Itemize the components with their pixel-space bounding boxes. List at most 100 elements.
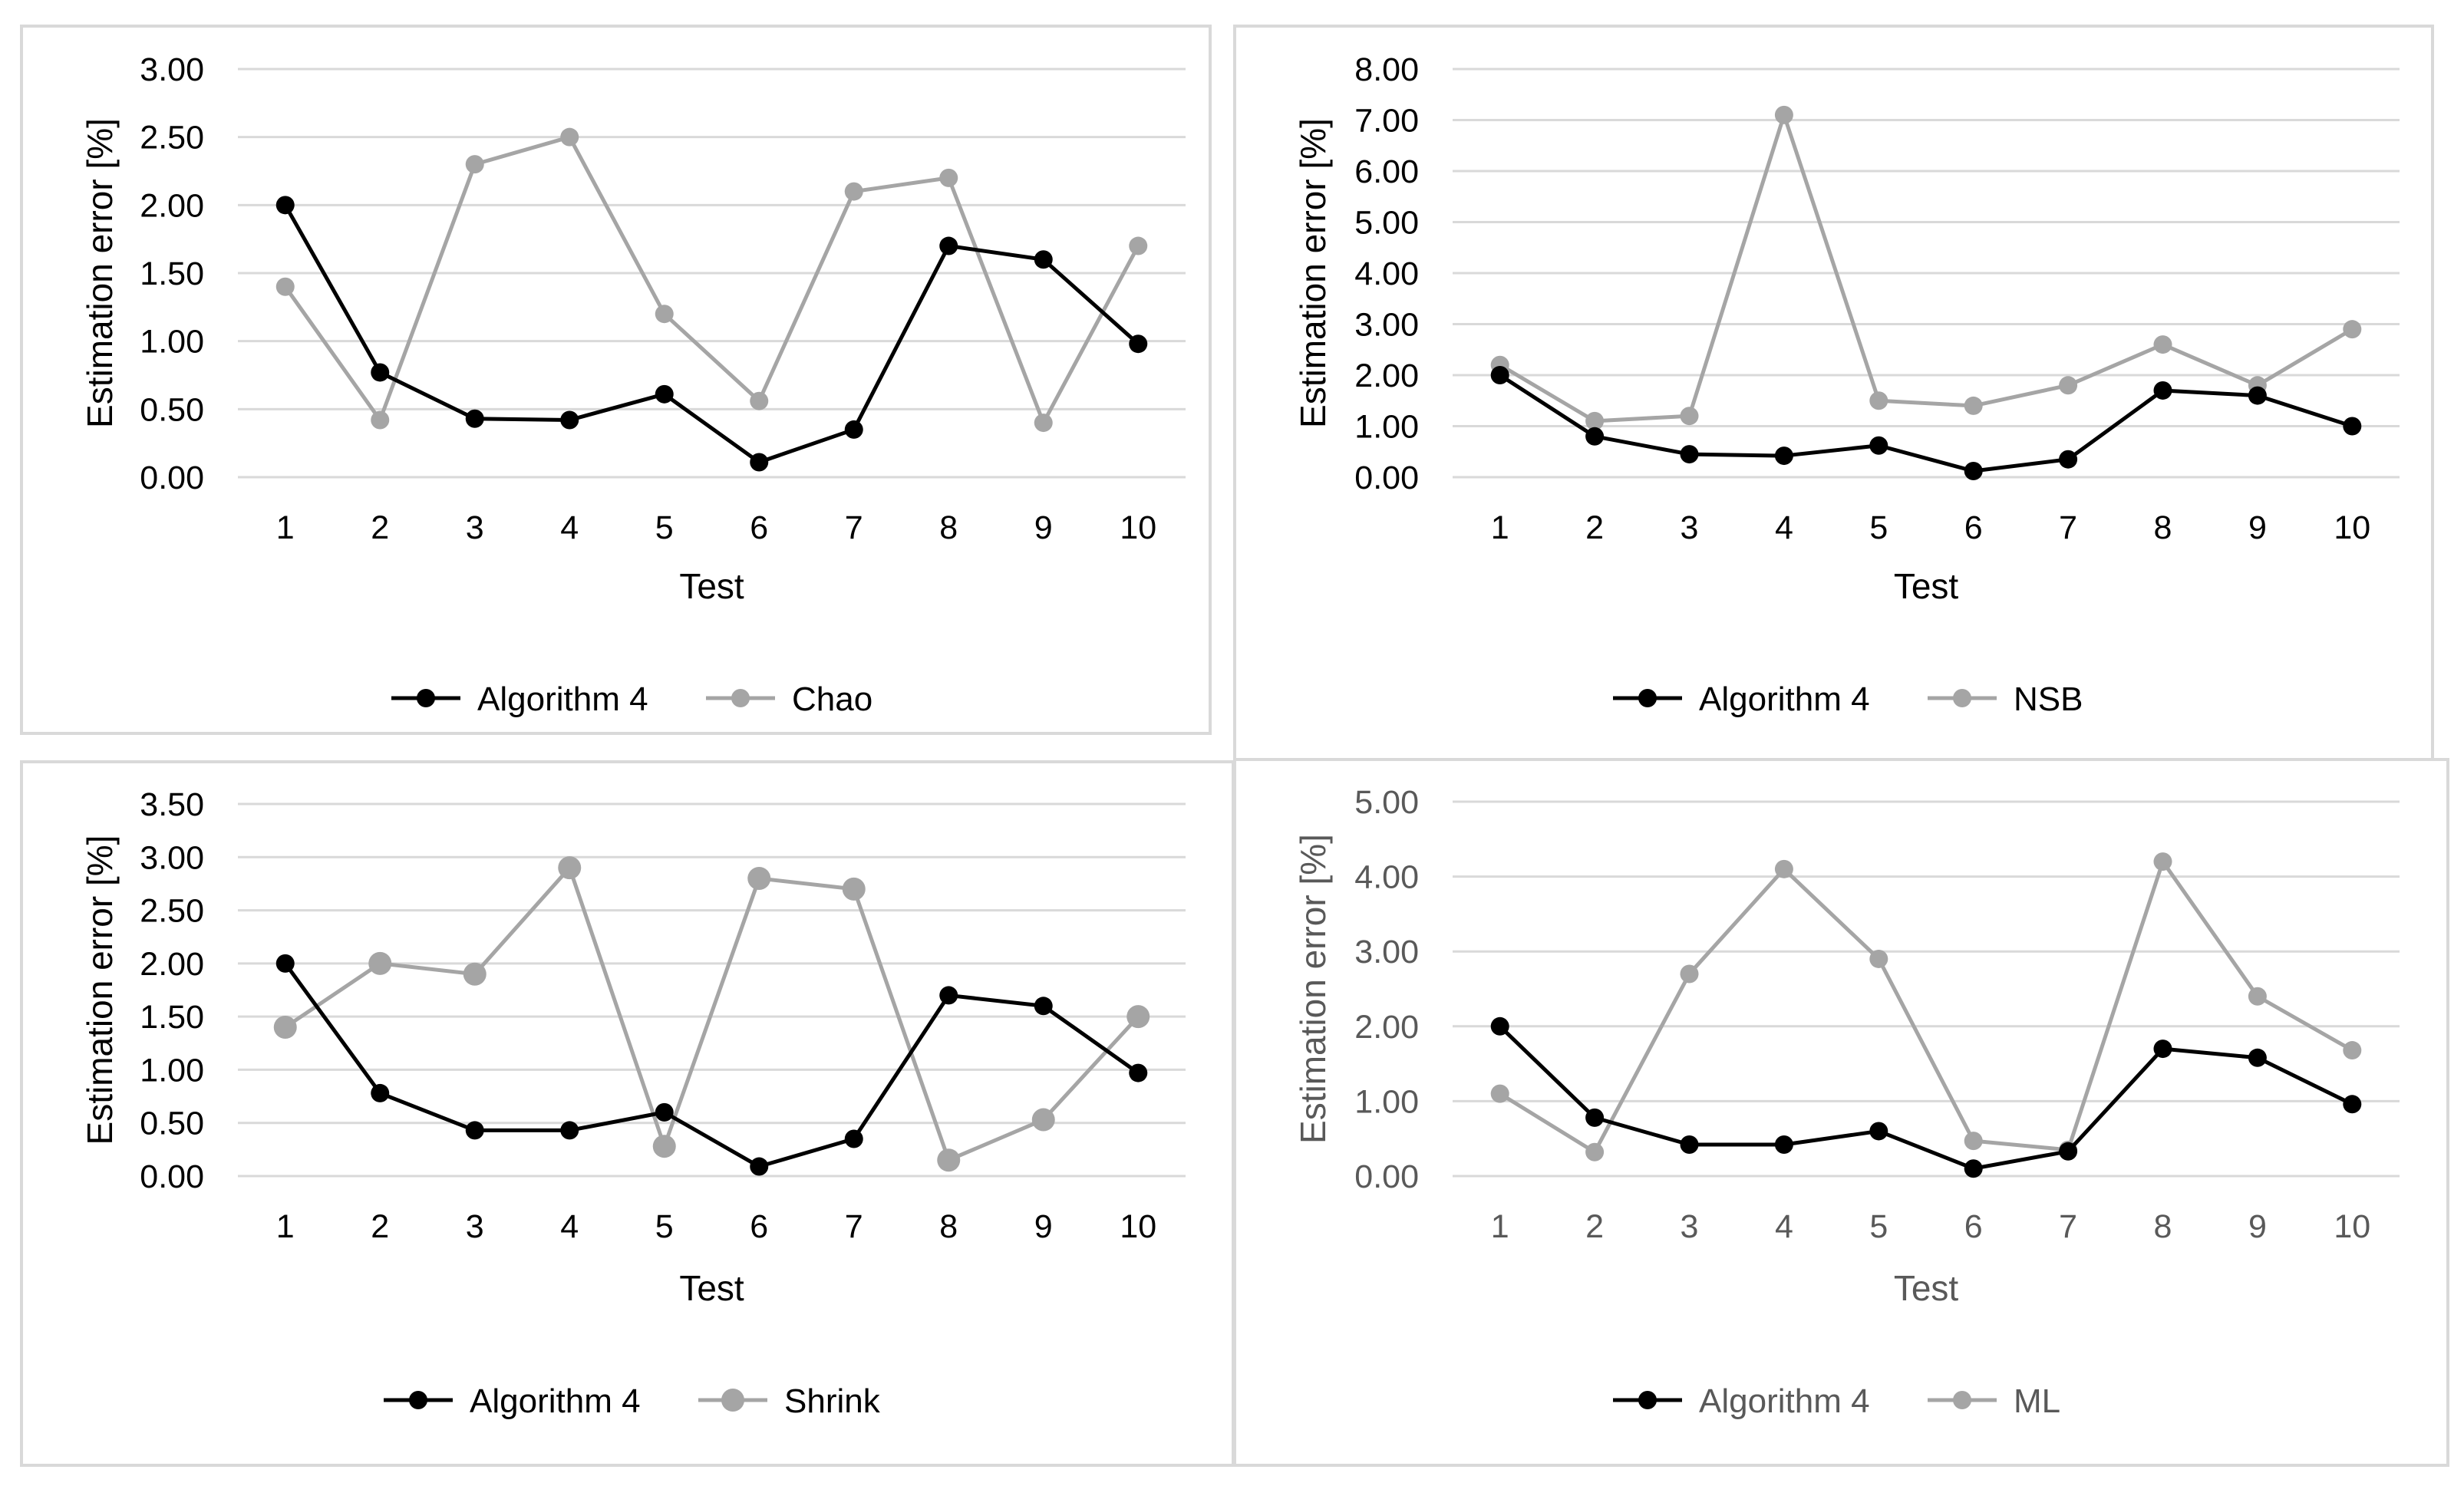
- x-tick-label: 7: [2059, 1208, 2077, 1245]
- data-point: [2343, 320, 2362, 339]
- x-tick-label: 1: [276, 1208, 295, 1245]
- x-axis-title: Test: [679, 1268, 744, 1308]
- x-tick-label: 4: [1775, 509, 1793, 546]
- data-point: [750, 453, 769, 472]
- x-tick-label: 7: [2059, 509, 2077, 546]
- x-tick-label: 3: [466, 1208, 484, 1245]
- data-point: [750, 1157, 769, 1176]
- legend-label: Algorithm 4: [470, 1382, 641, 1420]
- y-tick-label: 5.00: [1354, 784, 1419, 821]
- y-tick-label: 3.50: [140, 786, 204, 823]
- y-tick-label: 1.00: [1354, 1083, 1419, 1120]
- data-point: [844, 420, 863, 439]
- data-point: [560, 1121, 579, 1140]
- series-algorithm-4: [1490, 366, 2362, 481]
- series-ml: [1490, 852, 2362, 1161]
- y-tick-label: 2.50: [140, 893, 204, 930]
- x-tick-label: 1: [276, 509, 295, 546]
- x-tick-label: 2: [1585, 1208, 1604, 1245]
- x-tick-label: 9: [2248, 509, 2267, 546]
- data-point: [1585, 1108, 1605, 1127]
- data-point: [2343, 1041, 2362, 1060]
- y-axis-title: Estimation error [%]: [80, 835, 120, 1145]
- legend-marker: [731, 689, 750, 707]
- series-line: [1499, 113, 2353, 423]
- series-chao: [275, 127, 1148, 433]
- data-point: [2059, 1142, 2078, 1161]
- data-point: [655, 1102, 674, 1122]
- legend-item: NSB: [1928, 680, 2083, 718]
- legend-marker: [409, 1391, 427, 1409]
- legend-item: ML: [1928, 1382, 2060, 1420]
- data-point: [1680, 407, 1699, 426]
- legend-item: Algorithm 4: [384, 1382, 641, 1420]
- data-point: [275, 954, 295, 973]
- y-tick-label: 2.00: [140, 946, 204, 983]
- data-point: [371, 363, 390, 382]
- data-point: [844, 1129, 863, 1148]
- legend-marker: [721, 1389, 744, 1412]
- legend-item: Algorithm 4: [391, 680, 648, 718]
- series-line: [1499, 859, 2353, 1155]
- data-point: [560, 127, 579, 147]
- data-point: [1869, 1122, 1888, 1141]
- series-shrink: [273, 856, 1150, 1172]
- y-tick-label: 2.50: [140, 120, 204, 157]
- data-point: [2248, 1048, 2267, 1067]
- data-point: [463, 962, 487, 986]
- x-tick-label: 10: [1120, 1208, 1156, 1245]
- y-tick-label: 3.00: [140, 51, 204, 88]
- data-point: [2153, 1040, 2172, 1059]
- data-point: [1869, 391, 1888, 410]
- data-point: [2343, 1095, 2362, 1114]
- y-tick-label: 4.00: [1354, 255, 1419, 292]
- panel-frame: [20, 25, 1212, 735]
- y-tick-label: 0.00: [140, 1158, 204, 1195]
- x-tick-label: 10: [1120, 509, 1156, 546]
- data-point: [1964, 462, 1983, 481]
- y-axis-title: Estimation error [%]: [1293, 834, 1333, 1144]
- legend-marker: [417, 689, 435, 707]
- data-point: [2248, 987, 2267, 1006]
- y-tick-label: 1.00: [140, 1052, 204, 1089]
- x-tick-label: 8: [939, 1208, 958, 1245]
- y-tick-label: 2.00: [140, 187, 204, 224]
- data-point: [1964, 1132, 1983, 1151]
- y-tick-label: 0.50: [140, 391, 204, 428]
- x-tick-label: 4: [560, 509, 579, 546]
- y-tick-label: 2.00: [1354, 357, 1419, 394]
- series-algorithm-4: [275, 954, 1148, 1176]
- x-tick-label: 10: [2334, 509, 2370, 546]
- y-axis-title: Estimation error [%]: [80, 118, 120, 428]
- legend-marker: [1638, 689, 1657, 707]
- x-tick-label: 6: [1964, 1208, 1983, 1245]
- x-tick-label: 4: [1775, 1208, 1793, 1245]
- data-point: [1585, 1142, 1605, 1161]
- y-tick-label: 1.00: [140, 324, 204, 361]
- y-tick-label: 1.50: [140, 255, 204, 292]
- y-tick-label: 2.00: [1354, 1009, 1419, 1046]
- data-point: [1129, 236, 1148, 255]
- data-point: [1680, 964, 1699, 984]
- y-tick-label: 4.00: [1354, 859, 1419, 896]
- series-line: [283, 204, 1140, 464]
- data-point: [1680, 445, 1699, 464]
- y-axis-title: Estimation error [%]: [1293, 118, 1333, 428]
- data-point: [1129, 1063, 1148, 1082]
- legend-marker: [1953, 1391, 1971, 1409]
- x-tick-label: 5: [655, 509, 674, 546]
- y-tick-label: 3.00: [1354, 307, 1419, 344]
- data-point: [1774, 1135, 1793, 1155]
- legend-item: Algorithm 4: [1613, 1382, 1870, 1420]
- x-tick-label: 7: [845, 509, 863, 546]
- data-point: [465, 155, 484, 174]
- x-tick-label: 2: [371, 509, 389, 546]
- chart-panel-3: 0.00 0.50 1.00 1.50 2.00 2.50 3.00 3.50 1 2 3 4 5 6 7 8…: [20, 760, 1235, 1467]
- data-point: [1490, 366, 1509, 384]
- data-point: [1774, 446, 1793, 466]
- y-tick-label: 0.00: [140, 460, 204, 496]
- data-point: [1869, 436, 1888, 455]
- data-point: [1034, 250, 1053, 269]
- data-point: [2059, 450, 2078, 469]
- data-point: [1034, 997, 1053, 1016]
